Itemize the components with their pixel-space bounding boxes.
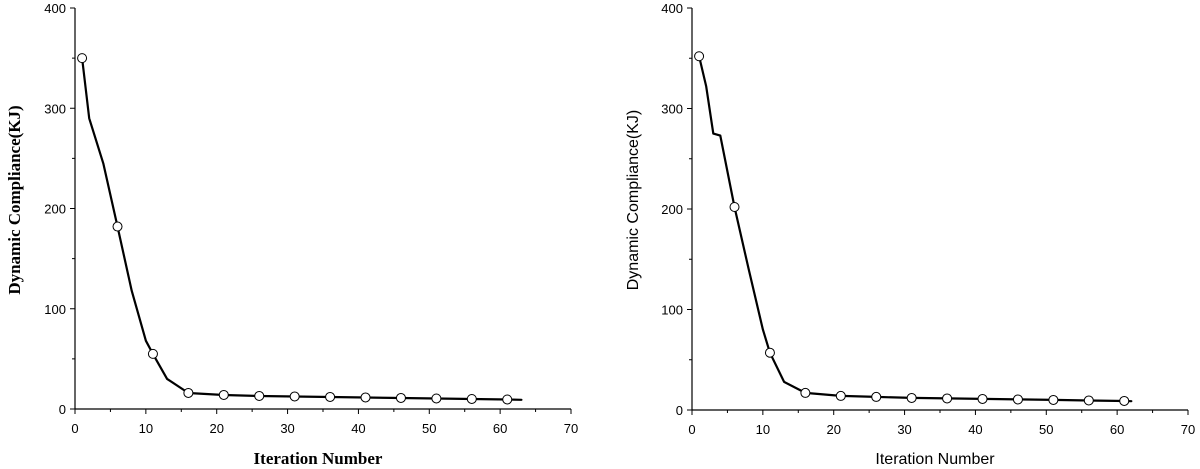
right-data-point (835, 390, 846, 401)
right-data-point (871, 391, 882, 402)
right-data-point (1012, 394, 1023, 405)
right-data-point (764, 347, 775, 358)
right-data-point (1083, 395, 1094, 406)
left-data-point (183, 387, 194, 398)
left-x-tick-label: 30 (280, 421, 294, 436)
left-y-tick-label: 400 (44, 1, 66, 16)
right-x-tick-label: 0 (688, 422, 695, 437)
left-x-tick-label: 60 (493, 421, 507, 436)
left-y-tick-label: 200 (44, 202, 66, 217)
left-series-line (81, 57, 523, 401)
left-y-tick-label: 300 (44, 101, 66, 116)
right-x-tick-label: 60 (1110, 422, 1124, 437)
right-y-axis-label: Dynamic Compliance(KJ) (625, 110, 642, 291)
right-x-tick-label: 40 (968, 422, 982, 437)
left-data-point (77, 53, 88, 64)
right-x-tick-label: 70 (1181, 422, 1195, 437)
left-x-tick-label: 50 (422, 421, 436, 436)
right-data-point (800, 387, 811, 398)
right-x-tick-label: 20 (826, 422, 840, 437)
left-data-point (466, 393, 477, 404)
left-data-point (502, 394, 513, 405)
right-x-tick-label: 10 (756, 422, 770, 437)
left-x-tick-label: 70 (564, 421, 578, 436)
left-data-point (325, 391, 336, 402)
left-y-tick-label: 0 (59, 402, 66, 417)
right-y-tick-label: 0 (676, 403, 683, 418)
right-x-tick-label: 30 (897, 422, 911, 437)
right-data-point (1119, 395, 1130, 406)
right-y-tick-label: 400 (661, 1, 683, 16)
left-x-axis-label: Iteration Number (254, 449, 383, 468)
left-data-point (218, 389, 229, 400)
right-data-point (942, 393, 953, 404)
right-x-axis-label: Iteration Number (875, 451, 995, 468)
right-data-point (1048, 394, 1059, 405)
right-x-tick-label: 50 (1039, 422, 1053, 437)
left-y-tick-label: 100 (44, 302, 66, 317)
left-data-point (112, 221, 123, 232)
left-data-point (147, 348, 158, 359)
right-data-point (729, 201, 740, 212)
left-x-tick-label: 40 (351, 421, 365, 436)
right-data-point (694, 51, 705, 62)
left-data-point (360, 392, 371, 403)
left-y-axis-label: Dynamic Compliance(KJ) (5, 105, 24, 294)
right-y-tick-label: 200 (661, 202, 683, 217)
right-y-tick-label: 300 (661, 102, 683, 117)
left-x-tick-label: 20 (209, 421, 223, 436)
left-data-point (431, 393, 442, 404)
right-y-tick-label: 100 (661, 303, 683, 318)
right-data-point (906, 392, 917, 403)
right-data-point (977, 393, 988, 404)
right-series-line (698, 55, 1133, 403)
left-x-tick-label: 0 (71, 421, 78, 436)
left-x-tick-label: 10 (139, 421, 153, 436)
left-data-point (254, 390, 265, 401)
left-data-point (289, 391, 300, 402)
chart-left: 0 10 20 30 40 50 60 70 0 100 200 300 400 Iteration Nu… (5, 1, 578, 468)
chart-right: 0 10 20 30 40 50 60 70 0 100 200 300 400 Iteration Nu… (625, 1, 1195, 468)
left-data-point (395, 392, 406, 403)
